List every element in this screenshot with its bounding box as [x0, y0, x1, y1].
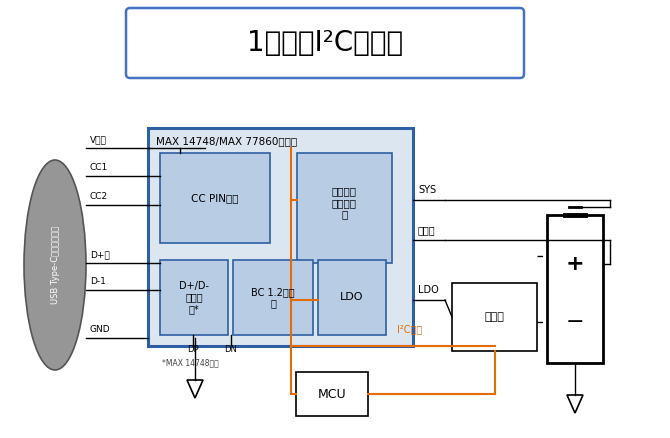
Text: D-1: D-1: [90, 277, 106, 286]
Text: バックチ
ャージャ
ー: バックチ ャージャ ー: [332, 187, 357, 219]
Bar: [297, 153, 392, 263]
Ellipse shape: [24, 160, 86, 370]
Text: LDO: LDO: [418, 285, 439, 295]
Bar: [547, 215, 603, 363]
Text: SYS: SYS: [418, 185, 436, 195]
Bar: [318, 260, 386, 335]
Bar: [233, 260, 313, 335]
Text: CC1: CC1: [90, 163, 109, 172]
Text: MAX 14748/MAX 77860の場合: MAX 14748/MAX 77860の場合: [156, 136, 297, 146]
Text: −: −: [565, 311, 584, 332]
Text: MCU: MCU: [318, 388, 346, 400]
Polygon shape: [187, 380, 203, 398]
Text: +: +: [565, 254, 584, 274]
Text: CC2: CC2: [90, 192, 108, 201]
Bar: [296, 372, 368, 416]
Text: GND: GND: [90, 325, 111, 334]
Bar: [452, 283, 537, 351]
Text: DN: DN: [224, 345, 237, 354]
FancyBboxPatch shape: [126, 8, 524, 78]
Text: 燃料計: 燃料計: [484, 312, 505, 322]
Text: D+キ: D+キ: [90, 250, 110, 259]
Text: LDO: LDO: [340, 293, 364, 303]
Polygon shape: [567, 395, 583, 413]
Bar: [148, 128, 413, 346]
Bar: [160, 260, 228, 335]
Text: CC PIN検出: CC PIN検出: [191, 193, 239, 203]
Text: D+/D-
スイッ
チ*: D+/D- スイッ チ*: [179, 281, 209, 314]
Text: DP: DP: [187, 345, 199, 354]
Text: *MAX 14748のみ: *MAX 14748のみ: [162, 358, 218, 367]
Text: I²Cバス: I²Cバス: [397, 324, 423, 334]
Text: バット: バット: [418, 225, 436, 235]
Bar: [160, 153, 270, 243]
Text: USB Type-Cレセプタクル: USB Type-Cレセプタクル: [50, 226, 60, 304]
Text: 1チップI²C充電器: 1チップI²C充電器: [247, 29, 403, 57]
Text: Vバス: Vバス: [90, 135, 107, 144]
Text: BC 1.2の検
出: BC 1.2の検 出: [251, 287, 295, 308]
